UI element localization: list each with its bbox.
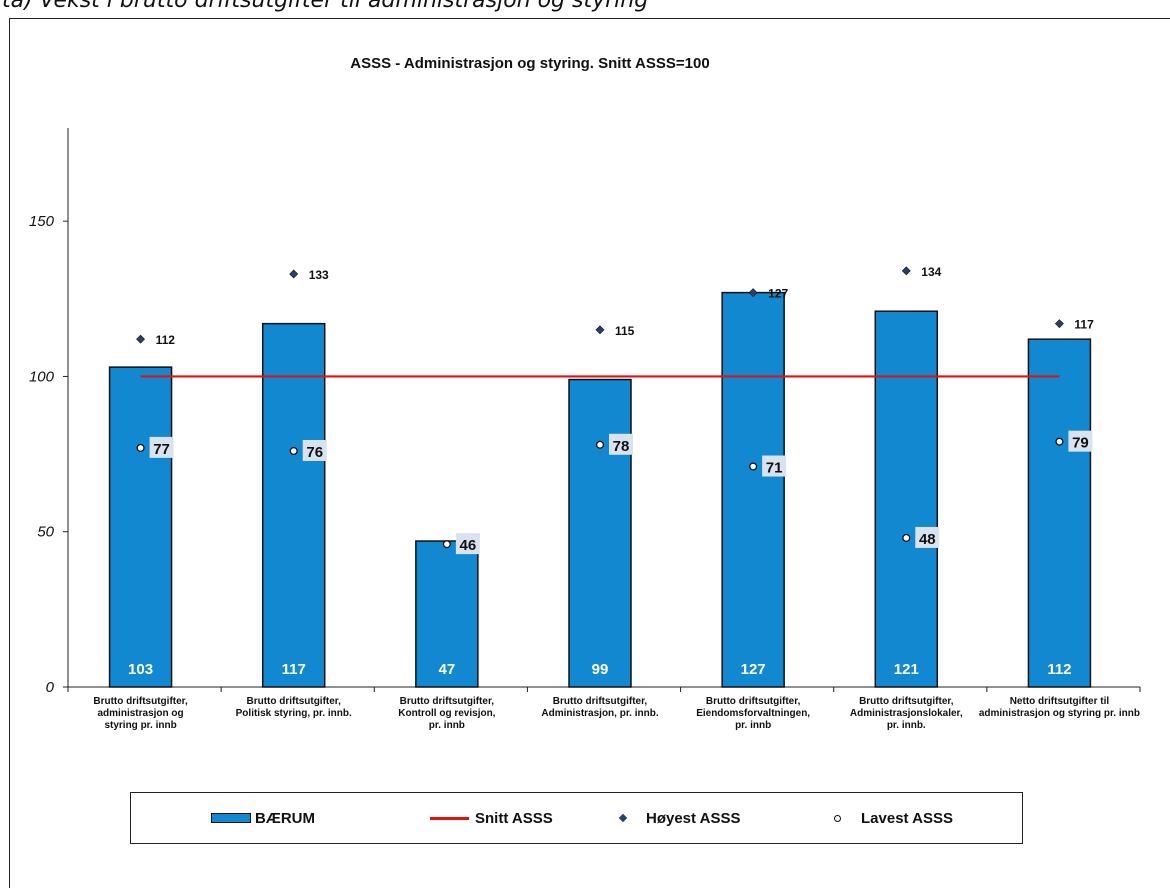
- cut-off-caption: ta) Vekst i brutto driftsutgifter til ad…: [2, 0, 649, 13]
- lowest-marker: [289, 446, 298, 456]
- legend-bar-swatch: [211, 813, 251, 823]
- lowest-label-box: [762, 455, 787, 477]
- chart-frame: [9, 18, 1170, 888]
- lowest-value-label: 77: [153, 441, 170, 458]
- legend-diamond-swatch: [618, 813, 628, 823]
- bar: [108, 366, 173, 688]
- lowest-value-label: 48: [919, 531, 936, 548]
- highest-marker: [1055, 319, 1064, 329]
- highest-marker: [289, 269, 299, 279]
- x-category-label: Brutto driftsutgifter, Kontroll og revisj…: [398, 696, 495, 731]
- highest-value-label: 112: [156, 333, 176, 347]
- lowest-value-label: 46: [460, 537, 477, 554]
- highest-value-label: 133: [309, 268, 329, 282]
- lowest-label-box: [149, 436, 174, 458]
- highest-marker: [136, 334, 145, 344]
- lowest-label-box: [455, 533, 480, 555]
- lowest-value-label: 76: [306, 444, 323, 461]
- bar: [261, 322, 326, 688]
- bar-value-label: 47: [439, 661, 456, 678]
- lowest-marker: [749, 462, 758, 471]
- x-category-label: Brutto driftsutgifter, Eiendomsforvaltnin…: [696, 696, 810, 731]
- y-tick-label: 0: [46, 679, 55, 696]
- highest-value-label: 117: [1074, 318, 1094, 332]
- axes: 0 50 100 150 Brutto driftsutgifter, administr…: [29, 128, 1141, 731]
- lowest-marker: [442, 540, 451, 549]
- highest-marker: [595, 325, 605, 335]
- lowest-value-label: 79: [1072, 435, 1089, 452]
- bars-layer: [108, 291, 1092, 688]
- y-tick-label: 100: [29, 368, 55, 385]
- lowest-value-label: 71: [766, 460, 783, 477]
- highest-value-label: 127: [768, 287, 788, 301]
- legend-label-lavest: Lavest ASSS: [861, 809, 953, 827]
- bar: [874, 310, 939, 688]
- x-category-label: Brutto driftsutgifter, administrasjon og s…: [93, 696, 188, 731]
- bar: [568, 378, 632, 688]
- highest-marker: [901, 266, 911, 276]
- legend: BÆRUM Snitt ASSS Høyest ASSS Lavest ASSS: [130, 792, 1023, 844]
- legend-line-swatch: [430, 816, 469, 820]
- legend-item-baerum: BÆRUM: [211, 793, 315, 843]
- legend-circle-swatch: [834, 814, 841, 822]
- legend-label-baerum: BÆRUM: [255, 809, 315, 827]
- chart-title: ASSS - Administrasjon og styring. Snitt …: [350, 55, 709, 72]
- legend-item-lavest: Lavest ASSS: [830, 793, 953, 843]
- bar-value-label: 103: [128, 661, 153, 678]
- labels-layer: 103 117 47 99 127 121 112 112 133 115 127 134 117 77 7…: [128, 265, 1094, 678]
- bar: [415, 540, 479, 688]
- legend-label-hoyest: Høyest ASSS: [646, 809, 741, 827]
- lowest-label-box: [609, 433, 633, 455]
- bar-value-label: 121: [894, 661, 919, 678]
- bar-value-label: 99: [592, 661, 609, 678]
- bar-value-label: 112: [1047, 661, 1071, 678]
- x-category-label: Brutto driftsutgifter, Politisk styring, …: [236, 696, 352, 719]
- lowest-marker: [595, 440, 605, 449]
- lowest-label-box: [302, 439, 327, 461]
- legend-item-hoyest: Høyest ASSS: [616, 793, 740, 843]
- bar-value-label: 117: [282, 661, 306, 678]
- lowest-value-label: 78: [613, 438, 630, 455]
- x-category-label: Brutto driftsutgifter, Administrasjonslok…: [850, 696, 963, 731]
- lowest-marker: [902, 533, 911, 542]
- lowest-marker: [1055, 437, 1064, 446]
- lowest-marker: [136, 443, 145, 452]
- highest-value-label: 134: [921, 265, 941, 279]
- y-tick-label: 150: [29, 213, 55, 230]
- bar: [1027, 338, 1092, 688]
- lowest-label-box: [1068, 430, 1093, 452]
- y-tick-label: 50: [37, 524, 54, 541]
- x-category-label: Netto driftsutgifter til administrasjon o…: [979, 696, 1140, 719]
- bar: [721, 291, 785, 688]
- markers-layer: [136, 266, 1064, 549]
- legend-item-snitt: Snitt ASSS: [430, 793, 553, 843]
- highest-marker: [748, 288, 758, 298]
- x-category-label: Brutto driftsutgifter, Administrasjon, pr…: [541, 696, 658, 719]
- lowest-label-box: [915, 526, 940, 548]
- highest-value-label: 115: [615, 324, 635, 338]
- bar-value-label: 127: [741, 661, 766, 678]
- legend-label-snitt: Snitt ASSS: [475, 809, 553, 827]
